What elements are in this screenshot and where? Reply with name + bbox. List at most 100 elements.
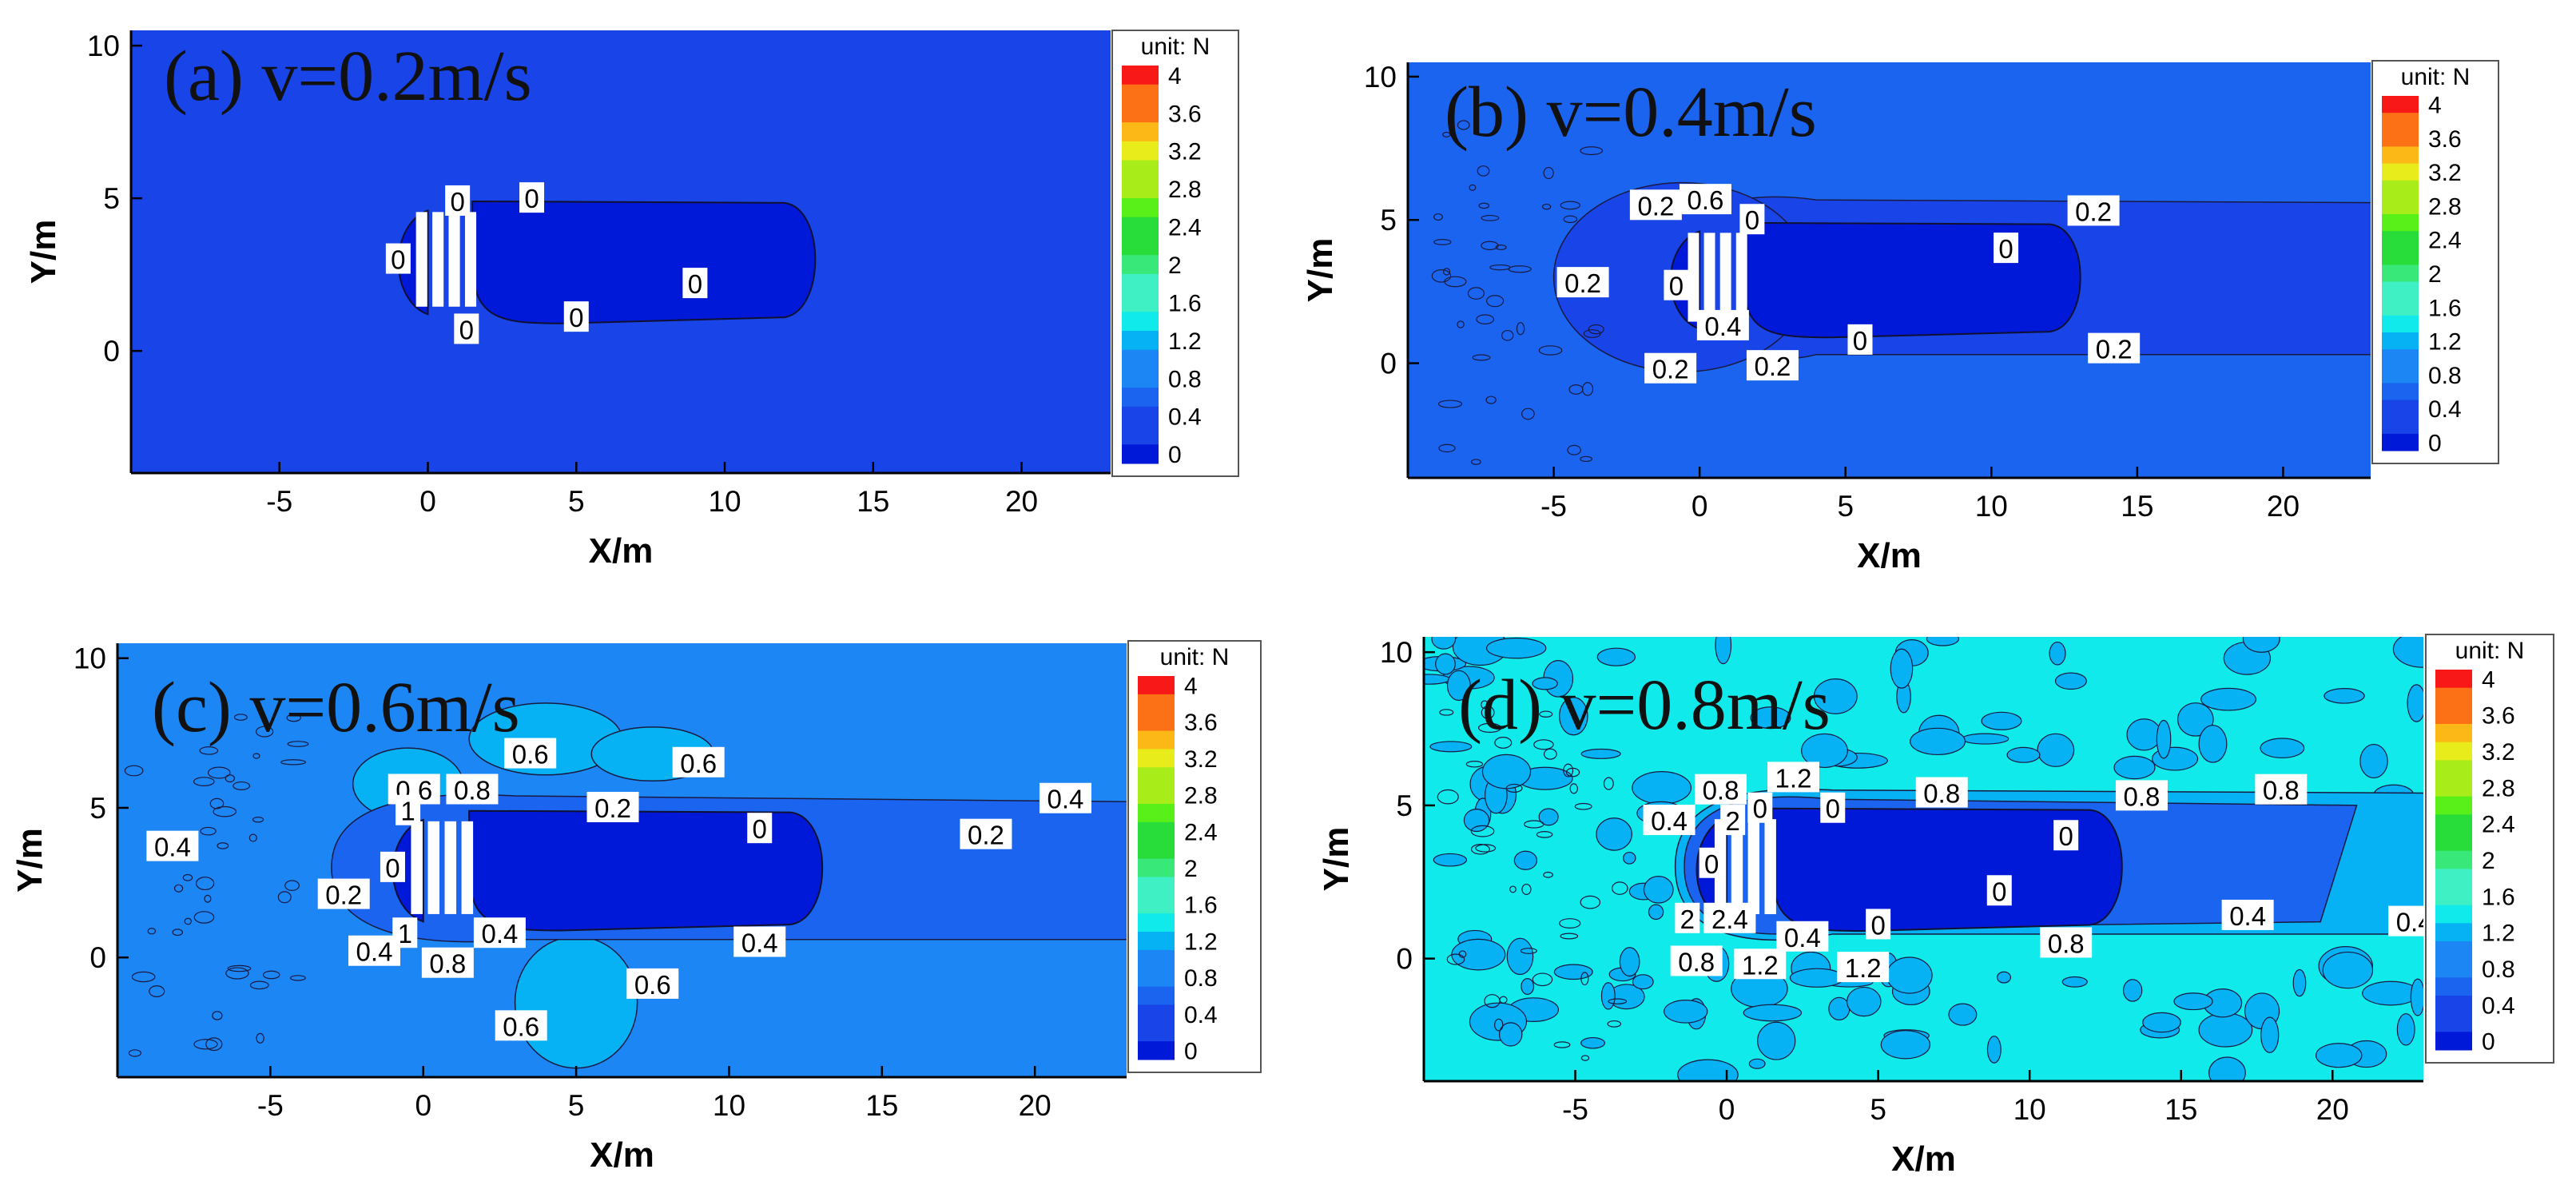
contour-blob: [1486, 637, 1547, 659]
legend-swatch: [1138, 1023, 1175, 1042]
structure-bar: [427, 821, 440, 914]
contour-label-text: 0.2: [2075, 197, 2112, 226]
legend-swatch: [2382, 197, 2419, 215]
legend-swatch: [2435, 687, 2472, 706]
contour-speck: [1477, 165, 1490, 177]
legend-swatch: [1122, 103, 1159, 123]
x-tick-label: 0: [415, 1089, 431, 1122]
contour-speck: [252, 816, 264, 823]
legend-level-label: 2.8: [1168, 177, 1202, 203]
contour-label: 0.8: [1695, 773, 1747, 805]
contour-speck: [233, 714, 248, 721]
contour-blob: [2200, 687, 2257, 711]
contour-label-box: [2221, 899, 2274, 930]
contour-band: [514, 936, 638, 1069]
legend-swatch: [2382, 180, 2419, 198]
legend-level-label: 1.2: [1168, 328, 1202, 355]
contour-label-box: [586, 791, 639, 822]
contour-speck: [248, 833, 257, 842]
contour-blob: [2049, 641, 2066, 666]
contour-label-box: [1720, 805, 1746, 836]
contour-label-box: [1675, 902, 1700, 933]
contour-speck: [131, 971, 156, 983]
contour-label: 0: [454, 313, 479, 344]
legend-swatch: [2382, 129, 2419, 147]
contour-blob: [1632, 770, 1692, 805]
contour-label: 0: [747, 813, 773, 844]
contour-blob: [1926, 637, 1960, 646]
contour-speck: [1438, 443, 1456, 453]
plot-area-a: 0 0 0 0 0 0: [131, 30, 1111, 473]
contour-label-text: 0.4: [741, 928, 778, 957]
legend-level-label: 0: [1168, 442, 1182, 468]
legend-swatch: [2382, 96, 2419, 113]
structure-bar: [1731, 819, 1743, 915]
legend-swatch: [1122, 179, 1159, 199]
structure-bar: [1719, 233, 1731, 322]
legend-swatch: [2382, 298, 2419, 316]
contour-label-text: 0: [1992, 877, 2006, 906]
legend-swatch: [1122, 292, 1159, 312]
contour-blob: [2292, 968, 2307, 997]
contour-speck: [1607, 1020, 1622, 1028]
legend-level-label: 2: [2482, 848, 2495, 874]
y-tick-label: 0: [89, 941, 106, 974]
contour-label-box: [1734, 948, 1787, 980]
legend-swatch: [2382, 400, 2419, 418]
structure-bar: [464, 212, 477, 307]
contour-label-text: 0: [391, 245, 405, 275]
contour-label: 0.4: [1039, 782, 1091, 814]
contour-blob: [2242, 637, 2280, 653]
contour-speck: [1467, 287, 1485, 300]
y-axis-label: Y/m: [1317, 827, 1356, 892]
contour-label: 1.2: [1734, 948, 1787, 980]
contour-label-box: [626, 968, 679, 999]
contour-speck: [1494, 737, 1513, 749]
x-axis-label: X/m: [1891, 1139, 1956, 1179]
x-tick-label: 15: [2165, 1093, 2197, 1126]
legend-swatch: [1122, 388, 1159, 408]
contour-label-box: [1739, 204, 1765, 235]
contour-speck: [1539, 710, 1553, 718]
contour-speck: [193, 777, 215, 786]
legend-swatch: [1138, 821, 1175, 841]
wake-contour: [468, 809, 824, 932]
legend-swatch: [1122, 349, 1159, 369]
contour-label-text: 0.8: [454, 775, 491, 805]
y-tick-label: 10: [1380, 636, 1413, 669]
legend-swatch: [1122, 84, 1159, 104]
contour-label: 0: [1820, 792, 1846, 824]
structure-bar: [444, 821, 457, 914]
contour-speck: [1603, 777, 1614, 790]
contour-blob: [2208, 1056, 2246, 1081]
contour-label-box: [380, 851, 405, 882]
x-axis-label: X/m: [589, 531, 654, 571]
legend-level-label: 1.2: [1184, 929, 1218, 955]
structure-bar: [1703, 233, 1715, 322]
legend-swatch: [2382, 113, 2419, 130]
contour-speck: [1477, 722, 1502, 733]
contour-speck: [1475, 844, 1497, 853]
contour-label: 0.8: [2040, 927, 2093, 958]
contour-speck: [1520, 948, 1537, 954]
contour-label-text: 1: [398, 919, 412, 948]
contour-label: 0: [1994, 233, 2019, 264]
legend-level-label: 3.6: [1168, 101, 1202, 127]
contour-speck: [249, 980, 269, 990]
contour-label-text: 0.4: [154, 833, 191, 862]
contour-label-box: [2255, 773, 2308, 805]
contour-speck: [287, 741, 309, 747]
contour-speck: [1568, 384, 1584, 395]
contour-label-text: 0: [1870, 910, 1885, 940]
contour-blob: [1890, 648, 1914, 689]
contour-speck: [1521, 408, 1535, 420]
contour-label: 0: [1747, 792, 1773, 824]
contour-speck: [1433, 239, 1452, 245]
contour-speck: [262, 970, 280, 980]
contour-label-text: 0: [569, 303, 583, 332]
contour-blob: [2410, 978, 2423, 1016]
contour-label-box: [1695, 773, 1747, 805]
contour-label: 0: [380, 851, 405, 883]
